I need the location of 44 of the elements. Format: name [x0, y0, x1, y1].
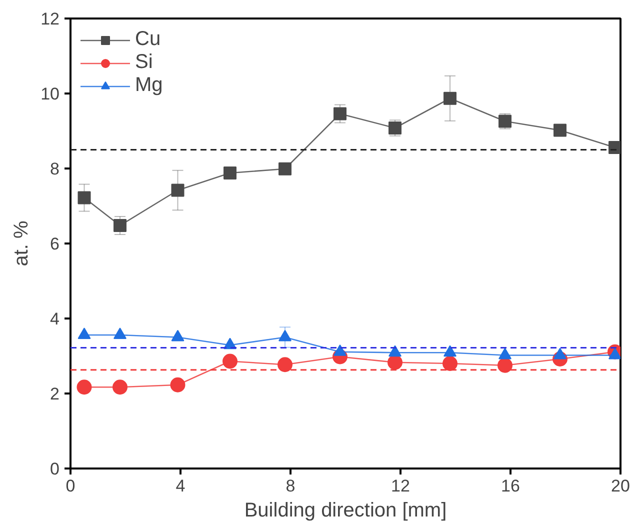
x-tick-label: 4 [176, 476, 186, 496]
point [444, 92, 456, 105]
point [78, 328, 91, 339]
point [388, 354, 402, 370]
y-tick-label: 6 [50, 234, 60, 254]
point [334, 344, 346, 356]
legend-label: Si [135, 51, 154, 74]
point [76, 380, 92, 395]
point [222, 354, 238, 369]
point [554, 348, 566, 360]
point [278, 162, 292, 176]
point [78, 191, 91, 204]
y-tick-label: 10 [40, 84, 60, 104]
point [170, 377, 186, 392]
y-tick-label: 8 [50, 160, 60, 178]
point [112, 380, 128, 395]
y-axis-title: at. % [10, 220, 33, 266]
legend-label: Cu [135, 28, 161, 51]
point [498, 358, 512, 373]
x-tick-label: 20 [611, 476, 630, 496]
point [171, 330, 184, 342]
x-tick-label: 16 [501, 476, 520, 496]
point [114, 219, 126, 232]
y-tick-label: 4 [50, 310, 60, 328]
point [608, 141, 620, 154]
legend-label: Mg [135, 74, 163, 97]
y-tick-label: 2 [50, 384, 60, 404]
point [171, 184, 184, 197]
x-tick-label: 0 [66, 476, 76, 496]
point [278, 357, 292, 372]
point [498, 348, 512, 360]
y-tick-label: 12 [40, 10, 60, 28]
point [554, 124, 566, 137]
point [278, 330, 292, 342]
point [388, 345, 402, 357]
point [442, 356, 458, 371]
point [334, 107, 346, 120]
x-tick-label: 12 [391, 476, 410, 496]
y-tick-label: 0 [50, 460, 60, 478]
x-axis-title: Building direction [mm] [244, 500, 447, 522]
point [224, 166, 236, 180]
point [444, 345, 456, 357]
point [114, 328, 126, 339]
x-tick-label: 8 [286, 476, 296, 496]
